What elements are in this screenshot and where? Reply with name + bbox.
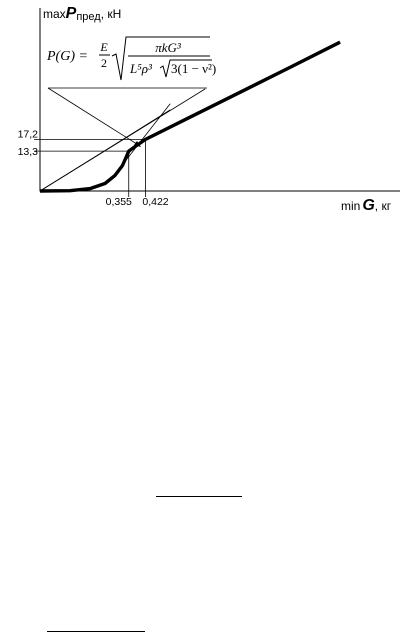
data-point (204, 88, 206, 90)
data-point (114, 173, 116, 175)
y-axis-symbol: P (66, 5, 77, 22)
data-point (89, 188, 91, 190)
y-axis-label: maxPпред, кН (43, 5, 121, 23)
data-point (239, 91, 241, 93)
formula-lhs: P(G) = (46, 49, 88, 64)
data-point (189, 116, 191, 118)
divider-rule-bottom (47, 631, 145, 632)
x-axis-unit: , кг (375, 199, 392, 213)
divider-rule-middle (156, 496, 242, 497)
x-axis-prefix: min (341, 199, 360, 213)
formula-inner-root-sign (159, 59, 212, 78)
formula-frac-denominator: 2 (101, 56, 107, 70)
x-tick-label: 0,422 (142, 196, 168, 208)
data-point (145, 139, 146, 140)
formula-annotation: P(G) = E 2 πkG³ L⁵ρ³ 3(1 − ν²) (46, 36, 216, 81)
data-point (114, 175, 116, 176)
data-point (39, 190, 41, 192)
y-tick-label: 17,2 (18, 128, 39, 140)
formula-frac-numerator: E (99, 40, 108, 54)
formula-root-numerator: πkG³ (155, 40, 182, 55)
data-point (169, 109, 171, 111)
series-reference-line (114, 103, 171, 175)
formula-root-denominator-b: 3(1 − ν²) (171, 61, 216, 76)
data-point (289, 67, 291, 68)
x-axis-symbol: G (362, 197, 374, 214)
tick-labels: 17,2 13,3 0,355 0,422 (18, 128, 169, 208)
data-point (134, 146, 136, 148)
formula-root-denominator-a: L⁵ρ³ (129, 61, 153, 76)
data-point (128, 150, 130, 152)
tick-marks (34, 138, 146, 197)
series-reference-line (39, 109, 171, 192)
data-point (169, 103, 171, 105)
series-layer (39, 40, 341, 193)
arrow-head (134, 141, 141, 147)
y-axis-subscript: пред (76, 11, 101, 23)
y-axis-prefix: max (43, 7, 66, 21)
data-point (104, 183, 106, 184)
x-tick-label: 0,355 (106, 196, 132, 208)
axes (39, 8, 400, 192)
formula-root-sign (111, 36, 210, 81)
x-axis-label: min G, кг (341, 197, 392, 214)
formula-pointer-arrow (47, 87, 141, 147)
y-tick-label: 13,3 (18, 146, 39, 158)
y-axis-unit: , кН (101, 7, 122, 21)
data-point (69, 190, 71, 192)
data-point (339, 41, 341, 43)
